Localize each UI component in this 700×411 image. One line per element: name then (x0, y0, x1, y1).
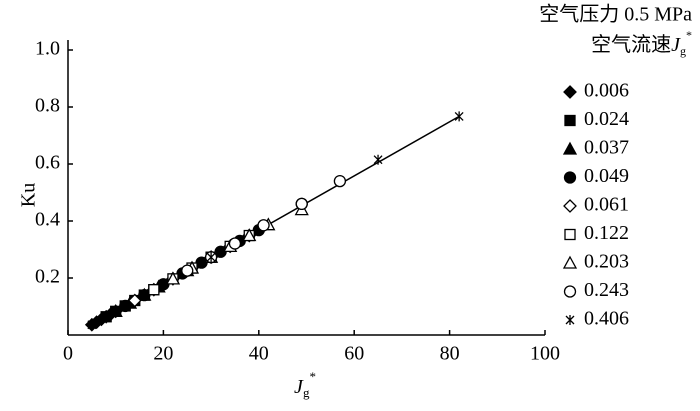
legend-label: 0.049 (584, 165, 629, 187)
y-tick-label: 1.0 (35, 38, 60, 60)
y-tick-label: 0.4 (35, 209, 60, 231)
legend-title: 空气流速Jg* (591, 28, 692, 58)
legend-label: 0.037 (584, 137, 629, 159)
point (165, 271, 181, 285)
legend-marker (564, 228, 576, 241)
point (138, 288, 151, 302)
y-tick-label: 0.2 (35, 266, 60, 288)
x-tick-label: 0 (63, 343, 73, 365)
point (373, 154, 383, 165)
legend-marker (565, 315, 575, 325)
legend-title-sup: * (686, 28, 692, 42)
legend-label: 0.122 (584, 222, 629, 244)
point (120, 300, 130, 311)
x-label-sup: * (309, 369, 316, 384)
point (206, 252, 216, 263)
point (108, 303, 123, 317)
point (295, 197, 308, 211)
legend-marker (563, 85, 577, 99)
legend-title-prefix: 空气流速 (591, 33, 671, 56)
legend-marker (563, 285, 577, 298)
point (242, 228, 257, 242)
x-tick-label: 20 (153, 343, 173, 365)
point (158, 279, 168, 290)
legend-label: 0.243 (584, 279, 629, 301)
point (127, 293, 142, 308)
x-axis-label: Jg* (294, 369, 316, 400)
y-tick-label: 0.8 (35, 95, 60, 117)
point (87, 319, 97, 330)
legend-title: 空气压力 0.5 MPa (539, 3, 692, 26)
point (257, 219, 270, 232)
y-axis-label: Ku (18, 183, 40, 207)
point (228, 237, 242, 250)
x-tick-label: 80 (440, 343, 460, 365)
legend-marker (562, 141, 578, 155)
legend-title-base: J (671, 34, 681, 56)
legend-label: 0.203 (584, 251, 629, 273)
x-tick-label: 60 (344, 343, 364, 365)
point (333, 174, 347, 188)
x-tick-label: 100 (530, 343, 560, 365)
legend-label: 0.406 (584, 308, 629, 330)
legend-label: 0.061 (584, 194, 629, 216)
point (181, 264, 194, 277)
legend-marker (563, 199, 577, 213)
x-label-sub: g (303, 385, 310, 400)
legend-title-sub: g (680, 44, 686, 58)
legend-label: 0.006 (584, 80, 629, 102)
y-tick-label: 0.6 (35, 152, 60, 174)
legend-marker (562, 255, 578, 269)
point (454, 111, 464, 122)
legend-label: 0.024 (584, 108, 629, 130)
point (148, 284, 160, 296)
x-tick-label: 40 (249, 343, 269, 365)
x-label-base: J (294, 376, 304, 398)
legend-marker (564, 114, 576, 127)
legend-marker (563, 171, 577, 184)
